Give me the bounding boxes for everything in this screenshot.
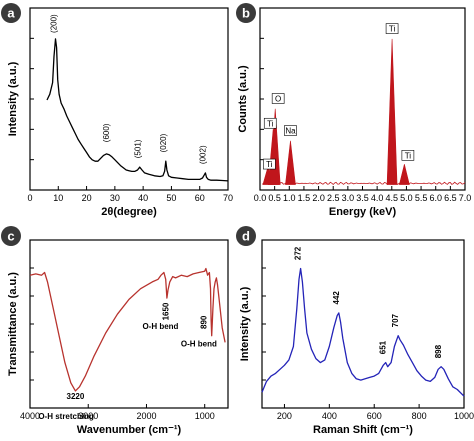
element-label: Ti — [267, 119, 274, 128]
x-axis-title: 2θ(degree) — [101, 206, 157, 218]
x-tick-label: 3000 — [78, 411, 98, 421]
panel-b: 0.0 0.5 1.0 1.5 2.0 2.5 3.0 3.5 4.0 4.5 5.0 5.5 6.0 6… — [236, 3, 471, 218]
x-tick-label: 1.5 — [298, 193, 311, 203]
peak-label: O-H bend — [142, 322, 178, 331]
element-label-box — [401, 150, 415, 161]
series-line — [29, 267, 226, 392]
peak-mark — [285, 140, 296, 185]
x-tick-label: 30 — [110, 193, 120, 203]
x-tick-label: 4.0 — [371, 193, 384, 203]
x-tick-label: 0.0 — [254, 193, 267, 203]
x-tick-label: 400 — [322, 411, 337, 421]
x-tick-label: 3.5 — [356, 193, 369, 203]
panel-label: b — [242, 6, 250, 21]
x-tick-label: 40 — [138, 193, 148, 203]
x-tick-label: 200 — [277, 411, 292, 421]
x-tick-label: 20 — [82, 193, 92, 203]
peak-mark — [398, 164, 410, 185]
x-tick-label: 60 — [195, 193, 205, 203]
y-axis-title: Intensity (a.u.) — [239, 286, 251, 361]
peak-label: (020) — [159, 133, 168, 152]
panel-d: 200 400 600 800 1000 Raman Shift (cm⁻¹) Intens… — [236, 226, 474, 436]
peak-label: 890 — [200, 315, 209, 329]
x-tick-label: 2000 — [136, 411, 156, 421]
x-axis-title: Energy (keV) — [329, 206, 397, 218]
peak-label: (200) — [49, 14, 58, 33]
x-tick-label: 5.0 — [400, 193, 413, 203]
peak-label: 1650 — [162, 302, 171, 320]
peak-label: 651 — [379, 340, 388, 354]
x-tick-label: 50 — [166, 193, 176, 203]
x-tick-label: 1000 — [454, 411, 474, 421]
element-label-box — [284, 125, 297, 136]
series-line — [261, 267, 465, 397]
panel-badge — [236, 226, 256, 246]
panel-badge — [1, 3, 21, 23]
x-tick-label: 4.5 — [386, 193, 399, 203]
series-line — [46, 38, 229, 182]
x-tick-label: 6.0 — [429, 193, 442, 203]
peak-label: 898 — [434, 344, 443, 358]
element-label: Ti — [389, 25, 396, 34]
element-label-box — [263, 158, 276, 170]
peak-label: (600) — [102, 123, 111, 142]
x-axis-title: Wavenumber (cm⁻¹) — [77, 424, 182, 436]
peak-label: 442 — [332, 291, 341, 305]
element-label: Ti — [405, 151, 412, 160]
panel-label: c — [7, 229, 14, 244]
peak-label: O-H bend — [181, 339, 217, 348]
plot-frame — [261, 239, 465, 409]
x-tick-label: 0.5 — [268, 193, 281, 203]
peak-label: (002) — [198, 145, 207, 164]
x-tick-label: 1.0 — [283, 193, 296, 203]
x-tick-label: 10 — [53, 193, 63, 203]
peak-label: 272 — [294, 246, 303, 260]
x-tick-label: 5.5 — [415, 193, 428, 203]
x-tick-label: 4000 — [20, 411, 40, 421]
element-label: O — [275, 95, 281, 104]
x-tick-label: 1000 — [195, 411, 215, 421]
panel-c: 4000 3000 2000 1000 Wavenumber (cm⁻¹) Transmi… — [1, 226, 229, 436]
x-tick-label: 800 — [412, 411, 427, 421]
element-label-box — [385, 23, 399, 34]
panel-a: 0 10 20 30 40 50 60 70 2θ(degree) Intensity (a.u.… — [1, 3, 233, 218]
peak-mark — [386, 38, 398, 185]
peak-label: O-H stretching — [38, 412, 94, 421]
x-tick-label: 0 — [27, 193, 32, 203]
x-tick-label: 7.0 — [459, 193, 472, 203]
x-tick-label: 2.0 — [312, 193, 325, 203]
x-tick-label: 2.5 — [327, 193, 340, 203]
y-axis-title: Counts (a.u.) — [237, 65, 249, 133]
peak-label: 707 — [391, 313, 400, 327]
panel-badge — [236, 3, 256, 23]
y-axis-title: Transmittance (a.u.) — [7, 272, 19, 376]
y-axis-title: Intensity (a.u.) — [7, 61, 19, 136]
peak-label: 3220 — [67, 392, 85, 401]
element-label: Na — [285, 127, 296, 136]
peak-label: (501) — [133, 139, 142, 158]
element-label: Ti — [266, 160, 273, 169]
panel-label: d — [242, 229, 250, 244]
element-label-box — [271, 93, 285, 104]
panel-label: a — [7, 6, 15, 21]
x-tick-label: 70 — [223, 193, 233, 203]
x-tick-label: 6.5 — [444, 193, 457, 203]
x-axis-title: Raman Shift (cm⁻¹) — [313, 424, 413, 436]
panel-badge — [1, 226, 21, 246]
x-tick-label: 600 — [367, 411, 382, 421]
x-tick-label: 3.0 — [342, 193, 355, 203]
plot-frame — [29, 239, 229, 409]
element-label-box — [263, 117, 277, 129]
